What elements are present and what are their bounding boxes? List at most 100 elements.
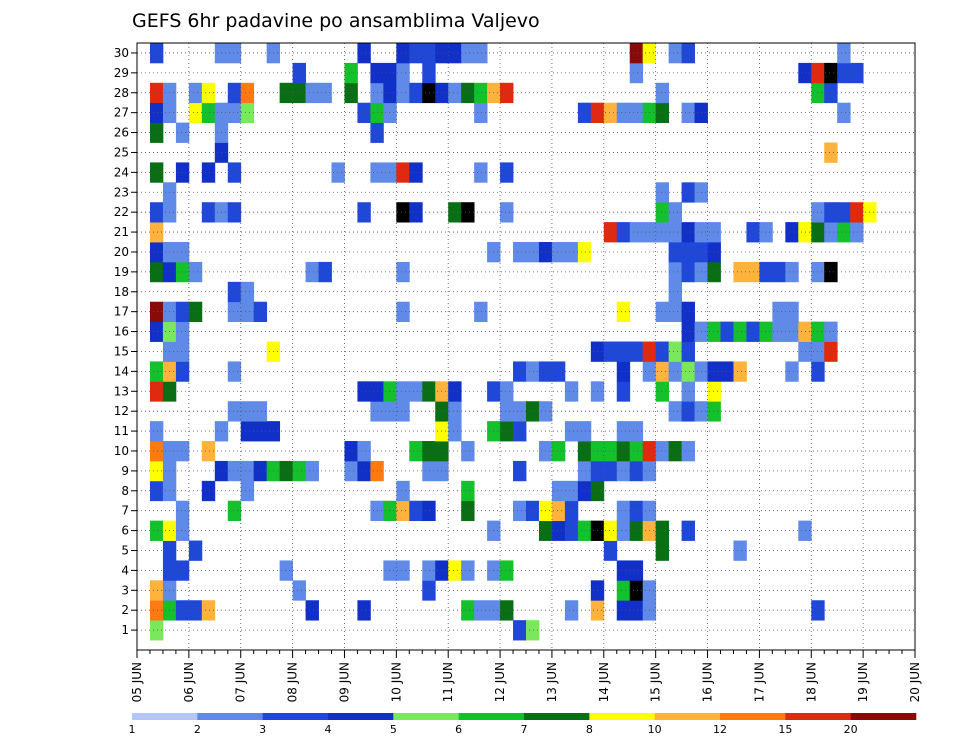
heatmap-cell: [500, 202, 514, 223]
heatmap-cell: [227, 401, 242, 422]
heatmap-cell: [175, 341, 190, 362]
heatmap-cell: [149, 580, 164, 601]
x-tick-label: 05 JUN: [130, 662, 144, 702]
x-tick-label: 07 JUN: [234, 662, 248, 702]
colorbar-label: 6: [455, 723, 462, 736]
heatmap-cell: [629, 62, 644, 84]
y-tick-label: 17: [114, 305, 129, 319]
heatmap-cell: [474, 600, 488, 621]
colorbar-segment: [393, 713, 459, 720]
heatmap-cell: [564, 500, 579, 522]
heatmap-cell: [227, 361, 242, 382]
heatmap-cell: [603, 102, 618, 123]
heatmap-cell: [461, 202, 475, 223]
heatmap-cell: [629, 560, 644, 581]
heatmap-cell: [396, 43, 410, 64]
heatmap-cell: [668, 401, 682, 422]
heatmap-cell: [759, 261, 773, 283]
heatmap-cell: [383, 401, 397, 422]
heatmap-cell: [292, 580, 306, 601]
heatmap-cell: [707, 361, 721, 382]
y-tick-label: 30: [114, 46, 129, 60]
heatmap-cell: [824, 202, 838, 223]
dotted-grid: [137, 43, 915, 650]
colorbar-label: 1: [129, 723, 136, 736]
heatmap-cell: [681, 43, 695, 64]
heatmap-cell: [759, 321, 773, 342]
heatmap-cell: [149, 600, 164, 621]
heatmap-cell: [149, 520, 164, 541]
heatmap-cell: [681, 361, 695, 382]
heatmap-cell: [188, 540, 203, 561]
heatmap-cell: [837, 102, 851, 123]
colorbar-label: 15: [778, 723, 792, 736]
heatmap-cell: [149, 460, 164, 482]
heatmap-cell: [551, 480, 566, 502]
heatmap-cell: [240, 301, 255, 323]
heatmap-cell: [240, 401, 255, 422]
colorbar-label: 3: [259, 723, 266, 736]
heatmap-cell: [655, 361, 670, 382]
colorbar-segment: [850, 713, 917, 720]
heatmap-cell: [513, 401, 527, 422]
x-tick-label: 13 JUN: [545, 662, 559, 702]
heatmap-cell: [564, 421, 579, 442]
heatmap-cell: [240, 102, 255, 123]
y-tick-label: 15: [114, 344, 129, 358]
heatmap-cell: [292, 82, 306, 104]
colorbar-label: 12: [713, 723, 727, 736]
colorbar-label: 20: [844, 723, 858, 736]
heatmap-cell: [668, 242, 682, 263]
heatmap-cell: [785, 222, 799, 243]
heatmap-cell: [629, 441, 644, 462]
heatmap-cell: [422, 82, 436, 104]
heatmap-cell: [629, 580, 644, 601]
heatmap-cell: [720, 321, 734, 342]
heatmap-cell: [149, 261, 164, 283]
heatmap-cell: [240, 480, 255, 502]
heatmap-cell: [564, 242, 579, 263]
heatmap-cell: [681, 261, 695, 283]
heatmap-cell: [500, 600, 514, 621]
colorbar-legend: 1 2 3 4 5 6 7 8 10 12 15 20: [129, 713, 917, 736]
heatmap-cell: [513, 500, 527, 522]
heatmap-cell: [681, 401, 695, 422]
heatmap-cell: [227, 281, 242, 303]
heatmap-cell: [396, 82, 410, 104]
heatmap-cell: [616, 520, 631, 541]
heatmap-cell: [305, 261, 319, 283]
heatmap-cell: [629, 500, 644, 522]
heatmap-cell: [629, 341, 644, 362]
heatmap-cell: [305, 82, 319, 104]
heatmap-cell: [564, 381, 579, 402]
heatmap-cell: [448, 82, 462, 104]
heatmap-cell: [733, 321, 747, 342]
heatmap-cell: [681, 222, 695, 243]
y-tick-label: 27: [114, 106, 129, 120]
colorbar-segment: [654, 713, 721, 720]
heatmap-cell: [383, 381, 397, 402]
heatmap-cell: [668, 441, 682, 462]
heatmap-cell: [798, 62, 812, 84]
colorbar-label: 4: [325, 723, 332, 736]
heatmap-cell: [526, 361, 540, 382]
heatmap-cell: [448, 381, 462, 402]
heatmap-cell: [785, 301, 799, 323]
colorbar-segment: [132, 713, 198, 720]
y-tick-label: 18: [114, 285, 129, 299]
heatmap-cell: [551, 242, 566, 263]
heatmap-cell: [227, 82, 242, 104]
heatmap-cell: [577, 480, 592, 502]
heatmap-cell: [201, 600, 216, 621]
heatmap-cell: [279, 82, 293, 104]
heatmap-cell: [357, 381, 371, 402]
heatmap-cell: [629, 421, 644, 442]
heatmap-cell: [175, 301, 190, 323]
heatmap-cell: [850, 62, 864, 84]
y-tick-label: 8: [121, 484, 129, 498]
heatmap-cell: [188, 600, 203, 621]
heatmap-cell: [603, 341, 618, 362]
heatmap-cell: [772, 261, 786, 283]
y-tick-label: 26: [114, 126, 129, 140]
heatmap-cell: [733, 540, 747, 561]
